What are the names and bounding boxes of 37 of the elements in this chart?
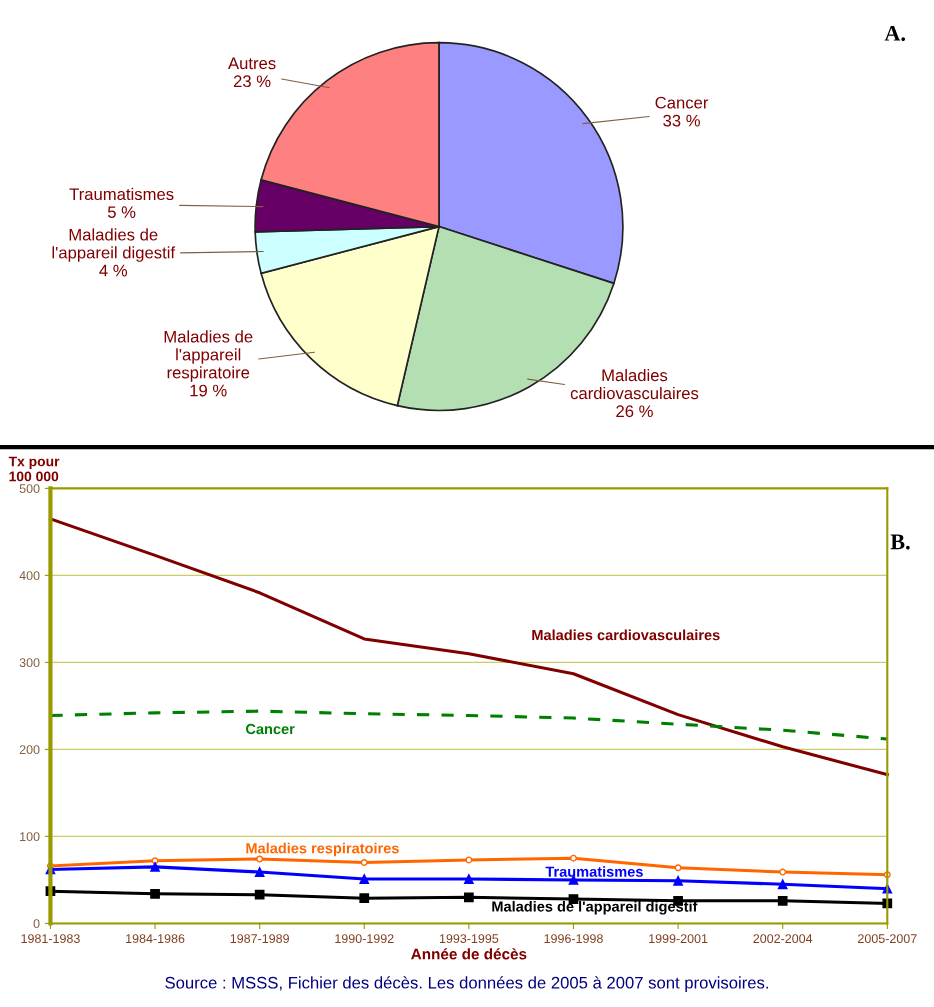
- series-label: Maladies de l'appareil digestif: [492, 900, 698, 915]
- source-note: Source : MSSS, Fichier des décès. Les données de 2005 à 2007 sont provisoires.: [165, 976, 768, 992]
- series-label: Maladies respiratoires: [246, 842, 399, 857]
- x-tick-label: 1981-1983: [21, 934, 80, 944]
- data-label: 19 %: [190, 384, 227, 397]
- y-tick-label: 200: [19, 745, 40, 755]
- slice-label: Cancer: [655, 96, 709, 109]
- data-label: 26 %: [616, 405, 653, 418]
- y-tick-label: 0: [33, 919, 40, 929]
- series-label: Traumatismes: [545, 866, 643, 877]
- series-label: Maladies cardiovasculaires: [532, 629, 720, 641]
- slice-label: Maladies de l'appareil respiratoire: [164, 330, 253, 382]
- x-axis-title: Année de décès: [411, 948, 527, 960]
- x-tick-label: 2002-2004: [753, 934, 813, 944]
- slice-label: Autres: [228, 57, 276, 70]
- data-label: 33 %: [663, 114, 700, 127]
- x-tick-label: 1993-1995: [439, 934, 499, 944]
- data-label: 4 %: [99, 264, 128, 277]
- y-tick-label: 400: [19, 571, 40, 581]
- y-axis-title: Tx pour 100 000: [8, 456, 60, 482]
- text: A.: [884, 25, 905, 41]
- data-label: 23 %: [233, 75, 271, 88]
- series-label: Cancer: [245, 723, 295, 735]
- data-label: 5 %: [107, 206, 136, 219]
- y-tick-label: 100: [20, 832, 40, 842]
- x-tick-label: 1990-1992: [335, 934, 394, 944]
- x-tick-label: 1984-1986: [126, 934, 185, 944]
- text: B.: [890, 534, 910, 550]
- slice-label: Traumatismes: [69, 187, 174, 201]
- x-tick-label: 1999-2001: [649, 934, 708, 944]
- x-tick-label: 1996-1998: [544, 934, 603, 944]
- y-tick-label: 500: [19, 484, 40, 494]
- x-tick-label: 1987-1989: [230, 934, 289, 944]
- y-tick-label: 300: [19, 658, 40, 668]
- slice-label: Maladies cardiovasculaires: [570, 368, 699, 400]
- slice-label: Maladies de l'appareil digestif: [52, 228, 176, 262]
- x-tick-label: 2005-2007: [858, 934, 917, 944]
